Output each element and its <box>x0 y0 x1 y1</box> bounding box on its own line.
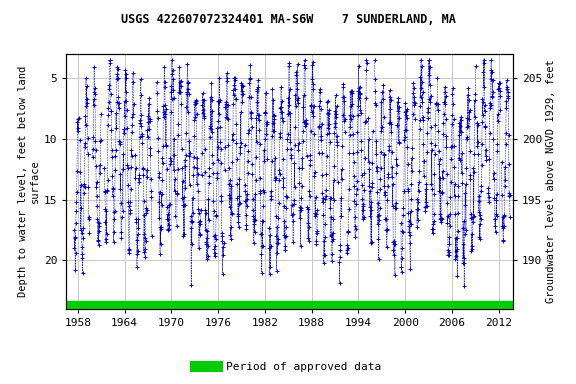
Bar <box>66 301 513 309</box>
Text: USGS 422607072324401 MA-S6W    7 SUNDERLAND, MA: USGS 422607072324401 MA-S6W 7 SUNDERLAND… <box>120 13 456 26</box>
Y-axis label: Depth to water level, feet below land
surface: Depth to water level, feet below land su… <box>18 66 40 297</box>
Y-axis label: Groundwater level above NGVD 1929, feet: Groundwater level above NGVD 1929, feet <box>546 60 556 303</box>
Legend: Period of approved data: Period of approved data <box>191 358 385 377</box>
